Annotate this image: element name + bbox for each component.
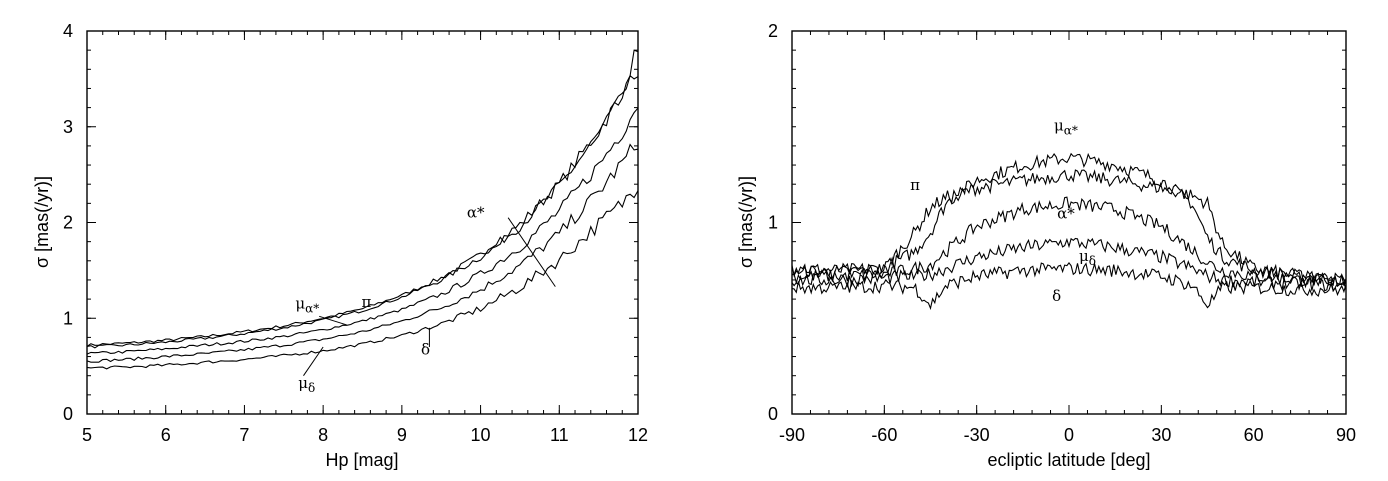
label-leader-line xyxy=(507,217,556,287)
series-line-3 xyxy=(86,143,639,363)
x-tick-label: 9 xyxy=(397,425,407,445)
x-tick-label: 12 xyxy=(628,425,648,445)
series-label-4: μδ xyxy=(298,374,315,395)
y-tick-label: 1 xyxy=(63,308,73,328)
y-tick-label: 2 xyxy=(63,213,73,233)
x-tick-label: 5 xyxy=(82,425,92,445)
x-tick-label: 8 xyxy=(318,425,328,445)
x-tick-label: 11 xyxy=(550,425,569,445)
y-tick-label: 4 xyxy=(63,21,73,41)
right-tick-labels: -90 -60 -30 0 30 60 90 0 1 2 xyxy=(768,21,1356,445)
left-y-axis-title: σ [mas(/yr)] xyxy=(32,176,52,268)
series-label-2: μα* xyxy=(295,295,319,316)
series-line-1 xyxy=(86,74,639,349)
left-series-lines xyxy=(86,49,639,370)
y-tick-label: 0 xyxy=(768,404,778,424)
series-line-4 xyxy=(86,190,639,370)
series-line-1 xyxy=(791,169,1347,287)
series-line-4 xyxy=(791,261,1347,311)
series-label-1: π xyxy=(362,293,372,311)
x-tick-label: 0 xyxy=(1064,425,1074,445)
right-x-axis-title: ecliptic latitude [deg] xyxy=(987,450,1150,470)
left-axis-ticks xyxy=(86,30,639,415)
right-y-axis-title: σ [mas(/yr)] xyxy=(736,176,756,268)
right-axis-ticks xyxy=(791,30,1347,415)
label-leader-line xyxy=(303,346,324,376)
series-line-3 xyxy=(791,237,1347,293)
right-series-lines xyxy=(791,152,1347,311)
y-tick-label: 1 xyxy=(768,213,778,233)
series-line-2 xyxy=(86,107,639,355)
series-label-4: δ xyxy=(1052,287,1061,305)
label-leader-line xyxy=(319,315,347,326)
x-tick-label: 10 xyxy=(471,425,491,445)
x-tick-label: 30 xyxy=(1151,425,1171,445)
y-tick-label: 2 xyxy=(768,21,778,41)
series-line-2 xyxy=(791,196,1347,288)
y-tick-label: 0 xyxy=(63,404,73,424)
right-chart-panel: -90 -60 -30 0 30 60 90 0 1 2 μα* π α* μδ δ ecliptic l… xyxy=(736,21,1356,470)
series-label-0: α* xyxy=(467,204,485,222)
series-label-3: δ xyxy=(421,341,430,359)
left-series-labels: α* π μα* δ μδ xyxy=(295,204,556,395)
x-tick-label: -30 xyxy=(964,425,990,445)
y-tick-label: 3 xyxy=(63,117,73,137)
x-tick-label: 60 xyxy=(1244,425,1264,445)
x-tick-label: -90 xyxy=(779,425,805,445)
series-label-2: α* xyxy=(1057,205,1075,223)
right-series-labels: μα* π α* μδ δ xyxy=(910,117,1096,305)
series-label-0: μα* xyxy=(1054,117,1078,138)
x-tick-label: -60 xyxy=(871,425,897,445)
x-tick-label: 90 xyxy=(1336,425,1356,445)
x-tick-label: 7 xyxy=(239,425,249,445)
series-label-3: μδ xyxy=(1079,247,1096,268)
series-label-1: π xyxy=(910,176,920,194)
x-tick-label: 6 xyxy=(161,425,171,445)
left-x-axis-title: Hp [mag] xyxy=(325,450,398,470)
